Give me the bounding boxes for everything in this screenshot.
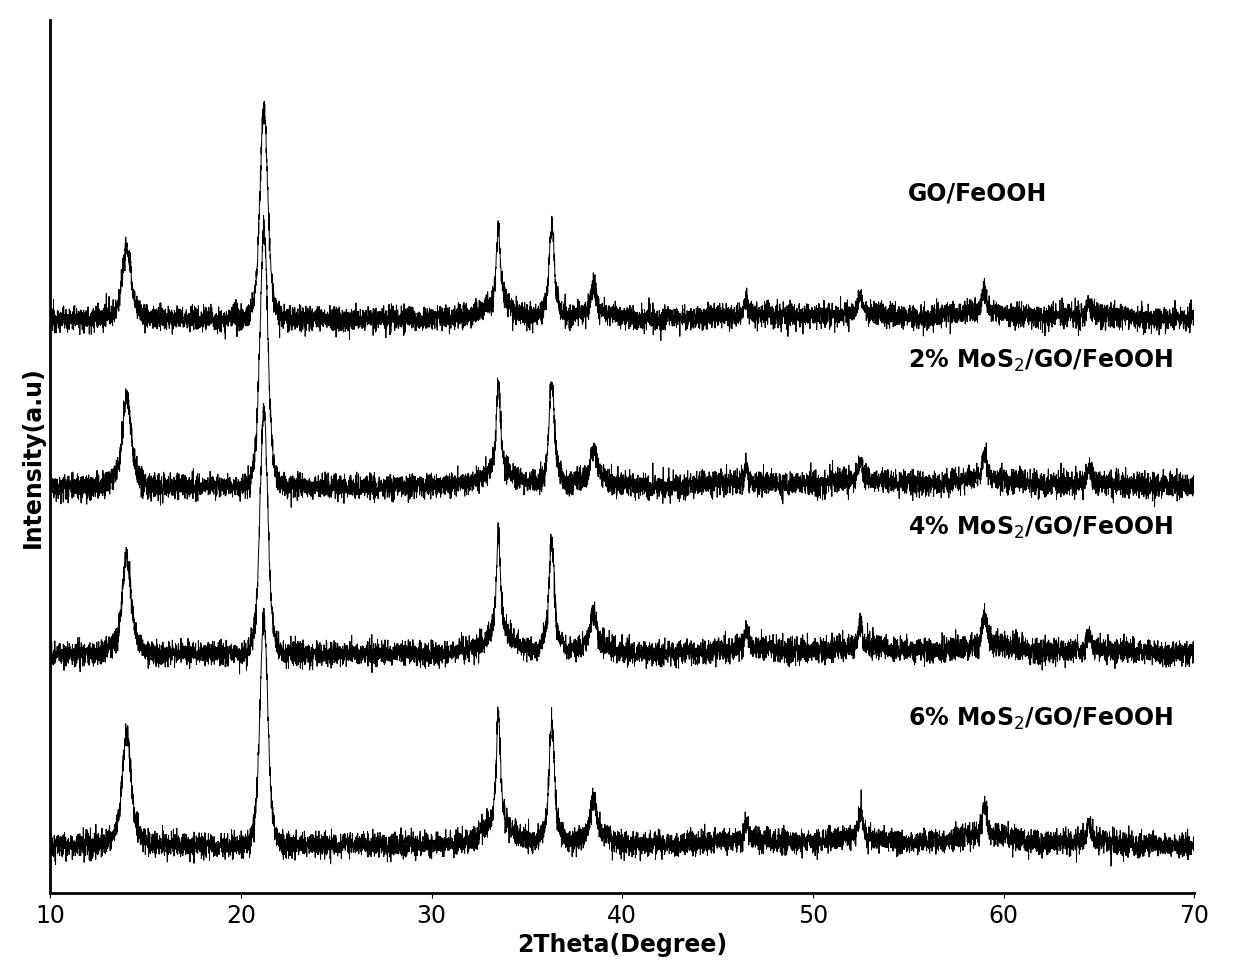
Text: 4% MoS$_2$/GO/FeOOH: 4% MoS$_2$/GO/FeOOH: [908, 514, 1173, 540]
X-axis label: 2Theta(Degree): 2Theta(Degree): [517, 932, 728, 956]
Text: 6% MoS$_2$/GO/FeOOH: 6% MoS$_2$/GO/FeOOH: [908, 705, 1173, 732]
Text: 2% MoS$_2$/GO/FeOOH: 2% MoS$_2$/GO/FeOOH: [908, 347, 1173, 373]
Y-axis label: Intensity(a.u): Intensity(a.u): [21, 366, 45, 548]
Text: GO/FeOOH: GO/FeOOH: [908, 181, 1048, 205]
